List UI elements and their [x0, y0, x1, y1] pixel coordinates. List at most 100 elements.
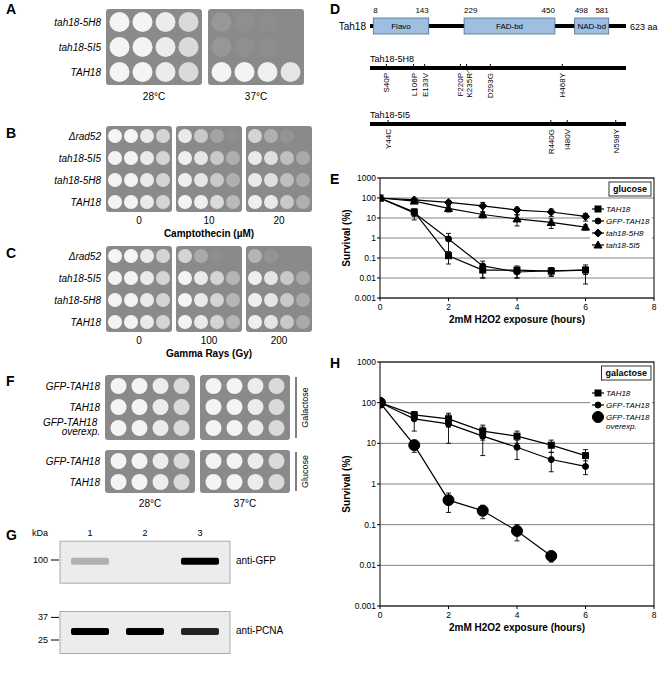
colony-spot	[140, 173, 154, 187]
label-line: overexp.	[606, 422, 637, 431]
legend-bg	[590, 386, 652, 435]
colony-spot	[179, 37, 199, 57]
colony-spot	[296, 151, 310, 165]
data-point	[477, 505, 488, 516]
colony-spot	[132, 420, 148, 436]
legend-marker	[595, 390, 601, 396]
data-point	[583, 463, 589, 469]
data-point	[548, 268, 554, 274]
plot-frame	[380, 178, 654, 298]
colony-spot	[206, 474, 222, 490]
colony-spot	[178, 271, 192, 285]
panel-c-plate	[246, 246, 312, 332]
colony-spot	[140, 151, 154, 165]
colony-spot	[124, 271, 138, 285]
error-cap	[480, 278, 485, 279]
error-bar	[412, 209, 417, 216]
colony-spot	[248, 129, 262, 143]
series-line	[380, 198, 586, 227]
colony-spot	[108, 315, 122, 329]
colony-spot	[280, 151, 294, 165]
error-bar	[446, 233, 451, 258]
error-cap	[412, 452, 417, 453]
data-point	[409, 440, 420, 451]
blot-membrane	[60, 541, 230, 583]
data-point	[380, 195, 383, 201]
error-cap	[515, 540, 520, 541]
mutation-label: I480V	[563, 128, 572, 150]
mutant-name: Tah18-5H8	[370, 54, 414, 64]
colony-spot	[248, 195, 262, 209]
x-tick-label: 4	[515, 302, 520, 312]
data-point	[411, 209, 417, 215]
mutation-tick	[388, 120, 389, 126]
error-cap	[446, 258, 451, 259]
colony-spot	[206, 420, 222, 436]
colony-spot	[194, 293, 208, 307]
error-cap	[549, 276, 554, 277]
panel-letter: F	[6, 373, 15, 389]
colony-spot	[264, 293, 278, 307]
colony-spot	[174, 474, 190, 490]
mutation-tick	[490, 64, 491, 70]
colony-spot	[156, 293, 170, 307]
colony-spot	[132, 399, 148, 415]
colony-spot	[210, 195, 224, 209]
data-point	[380, 194, 384, 201]
axis-label: Camptothecin (µM)	[164, 228, 254, 239]
colony-spot	[124, 249, 138, 263]
column-label: 100	[201, 335, 218, 346]
x-tick-label: 6	[583, 302, 588, 312]
colony-spot	[264, 173, 278, 187]
colony-spot	[111, 453, 127, 469]
colony-spot	[110, 62, 130, 82]
y-axis-label: Survival (%)	[341, 209, 352, 266]
column-label: 0	[136, 215, 142, 226]
series-line	[380, 403, 586, 467]
error-cap	[515, 225, 520, 226]
colony-spot	[258, 12, 278, 32]
panel-f-plate	[105, 450, 195, 493]
mutation-label: E133V	[421, 72, 430, 97]
colony-spot	[206, 399, 222, 415]
row-label: tah18-5I5	[59, 273, 102, 284]
line-chart: 0.0010.010.11101001000024682mM H2O2 expo…	[341, 357, 657, 633]
error-bar	[480, 261, 485, 278]
colony-spot	[178, 195, 192, 209]
data-point	[583, 453, 589, 459]
colony-spot	[210, 173, 224, 187]
legend-entry: TAH18	[606, 389, 631, 398]
legend-marker	[595, 206, 601, 212]
grid-line	[380, 258, 654, 259]
colony-spot	[124, 195, 138, 209]
data-point	[514, 444, 520, 450]
data-point	[548, 457, 554, 463]
column-label: 37°C	[234, 498, 256, 509]
panel-letter: E	[330, 171, 339, 187]
data-point	[411, 416, 417, 422]
colony-spot	[111, 399, 127, 415]
row-label: tah18-5I5	[59, 42, 102, 53]
colony-spot	[108, 249, 122, 263]
colony-spot	[124, 173, 138, 187]
blot-band	[181, 558, 219, 565]
lane-label: 3	[197, 528, 202, 538]
data-point	[479, 210, 487, 217]
y-tick-label: 0.1	[364, 253, 376, 263]
grid-line	[380, 565, 654, 566]
colony-spot	[248, 249, 262, 263]
row-label: TAH18	[70, 402, 101, 413]
colony-spot	[227, 453, 243, 469]
colony-spot	[226, 195, 240, 209]
error-bar	[446, 415, 451, 443]
domain-start: 8	[373, 6, 378, 15]
mutation-leader	[467, 70, 470, 73]
colony-spot	[248, 173, 262, 187]
colony-spot	[179, 62, 199, 82]
marker-tick	[51, 617, 59, 618]
marker-label: 100	[33, 555, 48, 565]
x-axis-label: 2mM H2O2 exposure (hours)	[449, 622, 585, 633]
error-cap	[480, 518, 485, 519]
colony-spot	[264, 315, 278, 329]
error-cap	[412, 411, 417, 412]
